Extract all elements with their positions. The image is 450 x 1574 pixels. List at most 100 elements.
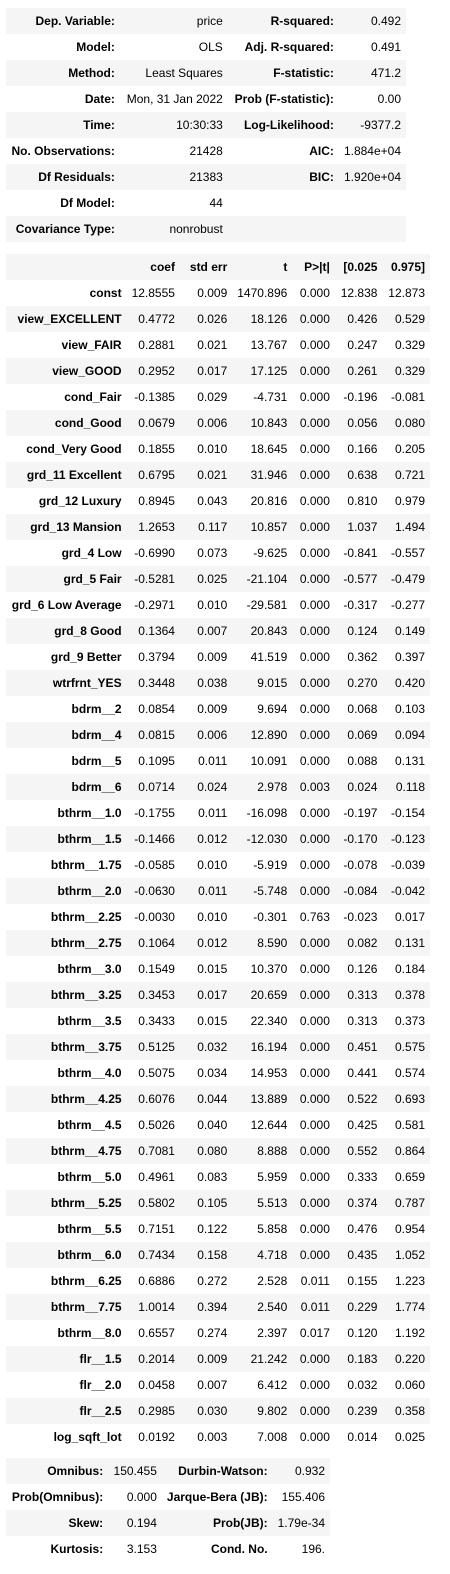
coefficient-value: 22.340: [250, 1014, 288, 1028]
coefficient-value: 1470.896: [237, 286, 288, 300]
summary-value: -9377.2: [360, 118, 401, 132]
coefficient-row: bthrm__4.0 0.5075 0.034 14.953 0.000 0.441 0.5…: [6, 1060, 430, 1086]
coefficient-value: 1.774: [394, 1300, 425, 1314]
coefficient-row: grd_13 Mansion 1.2653 0.117 10.857 0.000 1.03…: [6, 514, 430, 540]
coefficient-row: bthrm__6.0 0.7434 0.158 4.718 0.000 0.435 1.05…: [6, 1242, 430, 1268]
coefficient-row: grd_12 Luxury 0.8945 0.043 20.816 0.000 0.810…: [6, 488, 430, 514]
coefficient-row: flr__1.5 0.2014 0.009 21.242 0.000 0.183 0.220: [6, 1346, 430, 1372]
variable-name: flr__2.5: [79, 1404, 122, 1418]
coefficient-value: 0.000: [299, 312, 330, 326]
coefficient-value: 0.229: [347, 1300, 378, 1314]
coefficient-value: 0.7434: [138, 1248, 175, 1262]
coefficient-value: 0.056: [347, 416, 378, 430]
coefficient-value: -0.123: [390, 832, 425, 846]
coefficient-value: 17.125: [250, 364, 288, 378]
coefficient-value: 0.000: [299, 624, 330, 638]
coefficient-row: view_EXCELLENT 0.4772 0.026 18.126 0.000 0.42…: [6, 306, 430, 332]
diagnostic-value: 0.194: [126, 1516, 157, 1530]
coefficient-value: 0.000: [299, 494, 330, 508]
coefficient-value: 10.370: [250, 962, 288, 976]
summary-value: OLS: [198, 40, 223, 54]
summary-row: Covariance Type: nonrobust: [6, 216, 406, 242]
coefficient-value: -0.078: [343, 858, 378, 872]
coefficient-value: 0.4961: [138, 1170, 175, 1184]
diagnostic-value: 150.455: [113, 1464, 157, 1478]
coefficient-value: 0.5802: [138, 1196, 175, 1210]
coefficient-value: 0.082: [347, 936, 378, 950]
coefficient-value: 0.000: [299, 1430, 330, 1444]
coefficient-value: 12.873: [388, 286, 425, 300]
coefficient-value: 0.043: [197, 494, 228, 508]
column-header: coef: [150, 260, 175, 274]
coefficient-value: -0.0630: [134, 884, 175, 898]
coefficient-value: 0.426: [347, 312, 378, 326]
coefficient-row: flr__2.5 0.2985 0.030 9.802 0.000 0.239 0.358: [6, 1398, 430, 1424]
summary-value: [339, 216, 406, 242]
variable-name: bthrm__2.75: [50, 936, 122, 950]
coefficient-value: -0.039: [390, 858, 425, 872]
coefficient-value: -0.1385: [134, 390, 175, 404]
column-header: t: [283, 260, 288, 274]
coefficient-value: -0.1466: [134, 832, 175, 846]
coefficient-value: -16.098: [246, 806, 288, 820]
coefficient-value: 0.000: [299, 1118, 330, 1132]
variable-name: bthrm__1.0: [57, 806, 122, 820]
coefficient-value: 0.044: [197, 1092, 228, 1106]
coefficient-value: 0.374: [347, 1196, 378, 1210]
coefficient-value: -0.0030: [134, 910, 175, 924]
coefficient-value: 0.032: [347, 1378, 378, 1392]
variable-name: bdrm__2: [71, 702, 122, 716]
coefficient-value: 0.0854: [138, 702, 175, 716]
coefficient-row: grd_5 Fair -0.5281 0.025 -21.104 0.000 -0.577…: [6, 566, 430, 592]
summary-label: Method:: [68, 66, 115, 80]
coefficient-value: 16.194: [250, 1040, 288, 1054]
variable-name: bthrm__8.0: [57, 1326, 122, 1340]
coefficient-row: bthrm__3.5 0.3433 0.015 22.340 0.000 0.313 0.3…: [6, 1008, 430, 1034]
coefficient-value: -0.154: [390, 806, 425, 820]
coefficient-value: 20.659: [250, 988, 288, 1002]
coefficient-value: 0.073: [197, 546, 228, 560]
variable-name: grd_6 Low Average: [11, 598, 122, 612]
coefficient-value: 0.000: [299, 1014, 330, 1028]
coefficient-value: 0.122: [197, 1222, 228, 1236]
coefficient-value: 0.000: [299, 1066, 330, 1080]
coefficient-value: 0.329: [394, 338, 425, 352]
coefficient-value: 0.451: [347, 1040, 378, 1054]
coefficient-value: 0.012: [197, 832, 228, 846]
coefficient-value: 0.103: [394, 702, 425, 716]
coefficient-value: 0.009: [197, 286, 228, 300]
diagnostic-label: Omnibus:: [47, 1464, 104, 1478]
coefficient-value: 0.010: [197, 598, 228, 612]
coefficient-value: 0.6886: [138, 1274, 175, 1288]
coefficient-value: 0.006: [197, 416, 228, 430]
variable-name: bthrm__5.5: [57, 1222, 122, 1236]
summary-value: Least Squares: [145, 66, 223, 80]
coefficient-value: 0.017: [394, 910, 425, 924]
coefficient-value: 5.858: [257, 1222, 288, 1236]
coefficient-row: cond_Fair -0.1385 0.029 -4.731 0.000 -0.196 -0…: [6, 384, 430, 410]
summary-row: Model: OLS Adj. R-squared: 0.491: [6, 34, 406, 60]
column-header: [6, 254, 127, 280]
coefficient-table-header: coef std err t P>|t| [0.025 0.975]: [6, 254, 430, 280]
variable-name: view_FAIR: [61, 338, 122, 352]
coefficient-value: 0.009: [197, 702, 228, 716]
coefficient-value: 0.000: [299, 1404, 330, 1418]
coefficient-value: 0.810: [347, 494, 378, 508]
coefficient-value: 13.889: [250, 1092, 288, 1106]
coefficient-value: 0.009: [197, 1352, 228, 1366]
coefficient-row: bthrm__2.0 -0.0630 0.011 -5.748 0.000 -0.084-…: [6, 878, 430, 904]
coefficient-value: 0.378: [394, 988, 425, 1002]
coefficient-value: 12.890: [250, 728, 288, 742]
coefficient-row: bthrm__4.25 0.6076 0.044 13.889 0.000 0.522 0.…: [6, 1086, 430, 1112]
variable-name: cond_Fair: [64, 390, 122, 404]
coefficient-value: 0.017: [197, 988, 228, 1002]
coefficient-value: 0.0815: [138, 728, 175, 742]
coefficient-value: 0.012: [197, 936, 228, 950]
variable-name: bthrm__2.0: [57, 884, 122, 898]
coefficient-row: grd_11 Excellent 0.6795 0.021 31.946 0.000 0.…: [6, 462, 430, 488]
coefficient-row: grd_9 Better 0.3794 0.009 41.519 0.000 0.362 0…: [6, 644, 430, 670]
coefficient-value: 0.3433: [138, 1014, 175, 1028]
variable-name: grd_11 Excellent: [26, 468, 122, 482]
summary-row: Time: 10:30:33 Log-Likelihood: -9377.2: [6, 112, 406, 138]
coefficient-value: 1.494: [394, 520, 425, 534]
